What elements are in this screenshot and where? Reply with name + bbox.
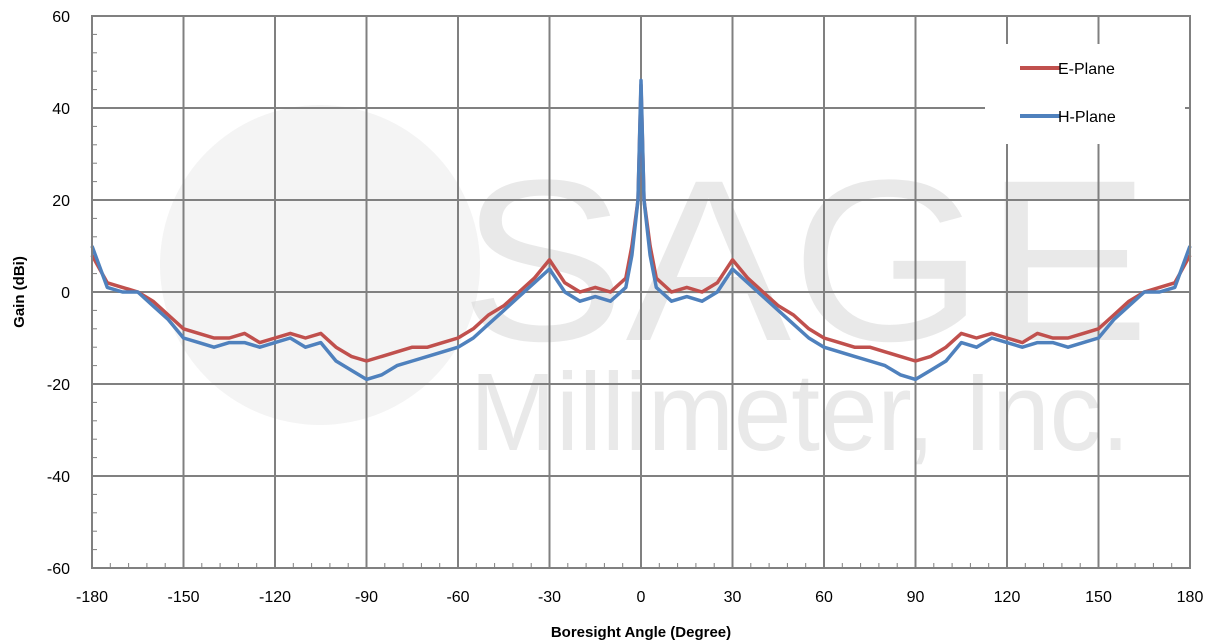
y-tick-label: 60 [52,9,70,26]
x-tick-label: 60 [815,589,833,606]
y-tick-label: -20 [47,377,70,394]
watermark-text-millimeter: Millimeter, Inc. [470,351,1130,474]
y-tick-label: -40 [47,469,70,486]
x-tick-label: 90 [907,589,925,606]
x-tick-label: -120 [259,589,291,606]
y-tick-label: -60 [47,561,70,578]
plot-area-frame [91,15,1191,569]
x-tick-label: -30 [538,589,561,606]
legend-box [985,44,1185,144]
x-axis-title: Boresight Angle (Degree) [551,624,731,641]
x-tick-label: -60 [446,589,469,606]
legend-label: E-Plane [1058,61,1115,78]
y-tick-label: 20 [52,193,70,210]
series-group [90,78,1192,382]
x-tick-label: 180 [1177,589,1204,606]
watermark-text-sage: SAGE [460,132,1150,389]
x-tick-label: 30 [724,589,742,606]
x-tick-labels: -180 -150 -120 -90 -60 -30 0 30 60 90 120 150 180 [76,589,1203,606]
x-tick-label: 120 [994,589,1021,606]
legend: E-Plane H-Plane [985,44,1185,144]
y-tick-label: 0 [61,285,70,302]
x-tick-label: -90 [355,589,378,606]
x-tick-label: -180 [76,589,108,606]
watermark: SAGE Millimeter, Inc. [160,105,1150,474]
x-tick-label: 150 [1085,589,1112,606]
x-tick-label: -150 [167,589,199,606]
series-line-h-plane [90,78,1192,382]
y-tick-labels: -60 -40 -20 0 20 40 60 [47,9,70,578]
y-tick-label: 40 [52,101,70,118]
legend-label: H-Plane [1058,109,1116,126]
watermark-logo-circle [160,105,480,425]
y-axis-title: Gain (dBi) [11,256,28,328]
x-tick-label: 0 [637,589,646,606]
